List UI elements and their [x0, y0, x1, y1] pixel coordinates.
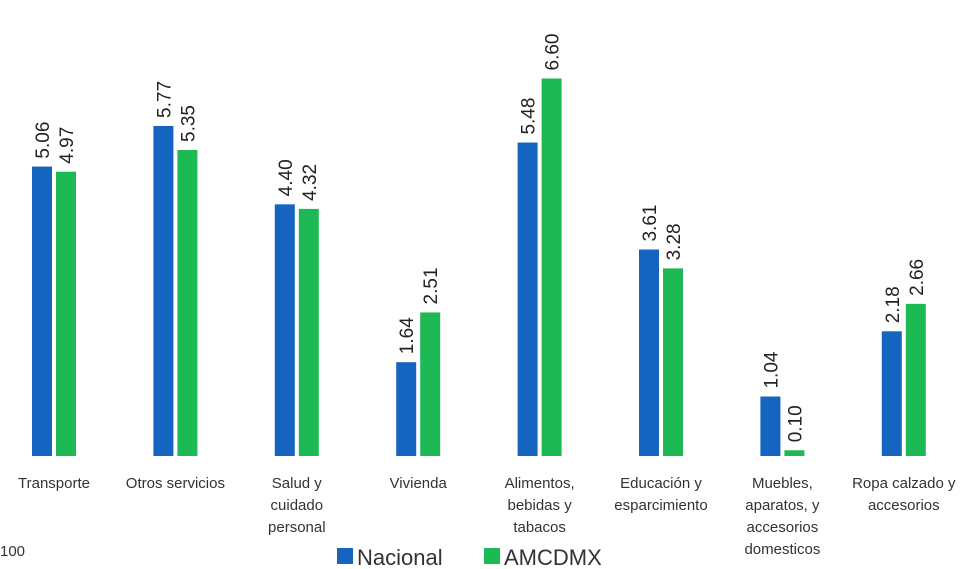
- value-label-amcdmx-1: 5.35: [178, 105, 199, 142]
- category-label-2: Salud y cuidado personal: [268, 475, 326, 536]
- bar-amcdmx-6: [784, 450, 805, 456]
- category-labels-layer: Transporte Otros servicios Salud y cuidado p…: [18, 475, 956, 558]
- bar-nacional-0: [32, 166, 52, 456]
- category-label-line: Educación y: [620, 475, 702, 492]
- bar-nacional-3: [396, 362, 417, 456]
- value-label-nacional-5: 3.61: [640, 205, 661, 242]
- legend-label-amcdmx: AMCDMX: [504, 545, 602, 569]
- category-label-line: Alimentos,: [505, 475, 575, 492]
- value-label-amcdmx-5: 3.28: [664, 223, 685, 260]
- category-label-line: personal: [268, 519, 326, 536]
- category-label-4: Alimentos, bebidas y tabacos: [505, 475, 575, 536]
- bar-amcdmx-7: [905, 303, 926, 456]
- category-label-6: Muebles, aparatos, y accesorios domesticos: [744, 475, 820, 558]
- category-label-line: accesorios: [868, 497, 940, 514]
- value-label-nacional-2: 4.40: [276, 159, 297, 196]
- bar-amcdmx-0: [56, 171, 76, 456]
- bar-nacional-1: [153, 125, 174, 457]
- value-label-amcdmx-4: 6.60: [543, 33, 564, 70]
- legend: Nacional AMCDMX: [337, 545, 602, 569]
- category-label-line: esparcimiento: [614, 497, 707, 514]
- bar-nacional-2: [274, 204, 295, 456]
- value-label-nacional-6: 1.04: [761, 351, 782, 388]
- legend-swatch-nacional: [337, 548, 353, 564]
- category-label-line: Transporte: [18, 475, 90, 492]
- stray-text: 100: [0, 543, 25, 560]
- bar-amcdmx-2: [298, 208, 319, 456]
- category-label-line: tabacos: [513, 519, 566, 536]
- value-label-nacional-4: 5.48: [519, 98, 540, 135]
- value-label-amcdmx-6: 0.10: [785, 405, 806, 442]
- value-label-nacional-3: 1.64: [397, 317, 418, 354]
- value-label-amcdmx-7: 2.66: [907, 259, 928, 296]
- bar-amcdmx-5: [663, 268, 683, 456]
- category-label-3: Vivienda: [390, 475, 448, 492]
- value-label-amcdmx-2: 4.32: [300, 164, 321, 201]
- value-label-nacional-1: 5.77: [154, 81, 175, 118]
- category-label-5: Educación y esparcimiento: [614, 475, 707, 514]
- category-label-line: bebidas y: [507, 497, 572, 514]
- bar-nacional-4: [517, 142, 538, 456]
- category-label-line: cuidado: [271, 497, 324, 514]
- bar-nacional-6: [760, 396, 781, 456]
- value-label-nacional-0: 5.06: [33, 122, 54, 159]
- category-label-line: domesticos: [744, 541, 820, 558]
- bar-nacional-7: [881, 331, 902, 456]
- category-label-line: aparatos, y: [745, 497, 820, 514]
- legend-swatch-amcdmx: [484, 548, 500, 564]
- category-label-line: Otros servicios: [126, 475, 225, 492]
- bars-layer: [32, 78, 926, 457]
- category-label-line: accesorios: [747, 519, 819, 536]
- legend-label-nacional: Nacional: [357, 545, 443, 569]
- value-label-nacional-7: 2.18: [883, 286, 904, 323]
- value-label-amcdmx-3: 2.51: [421, 267, 442, 304]
- bar-amcdmx-1: [177, 149, 198, 457]
- category-label-7: Ropa calzado y accesorios: [852, 475, 956, 514]
- bar-nacional-5: [639, 249, 659, 456]
- category-label-1: Otros servicios: [126, 475, 225, 492]
- category-label-line: Salud y: [272, 475, 323, 492]
- value-labels-layer: 5.06 4.97 5.775.35 4.40 4.32 1.642.51 5.48 6.60…: [33, 33, 928, 442]
- category-label-0: Transporte: [18, 475, 90, 492]
- bar-amcdmx-3: [420, 312, 441, 456]
- category-label-line: Muebles,: [752, 475, 813, 492]
- value-label-amcdmx-0: 4.97: [57, 127, 78, 164]
- bar-amcdmx-4: [541, 78, 562, 456]
- category-label-line: Ropa calzado y: [852, 475, 956, 492]
- category-label-line: Vivienda: [390, 475, 448, 492]
